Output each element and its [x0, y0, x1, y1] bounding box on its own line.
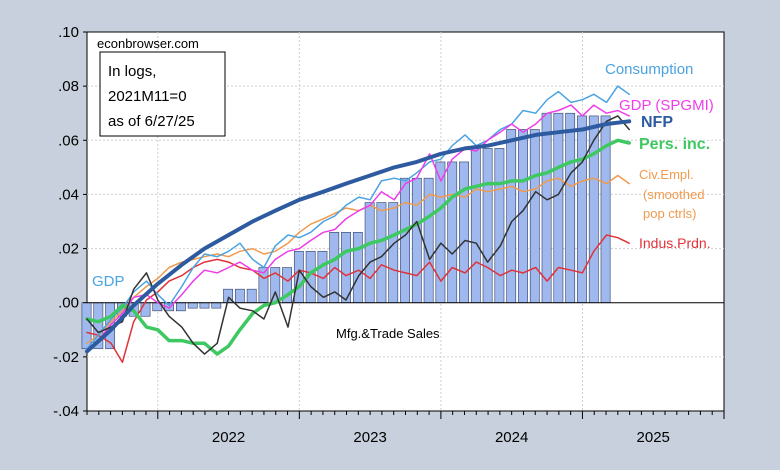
series-line-indus-prdn	[86, 234, 630, 364]
gdp-bar-8-2	[388, 202, 399, 304]
civ-empl-label-1: Civ.Empl.	[639, 167, 694, 182]
source-label: econbrowser.com	[97, 36, 199, 51]
gdp-bar-13-0	[541, 112, 552, 304]
gdp-bar-14-1	[588, 115, 599, 304]
series-lines	[85, 85, 632, 364]
gdp-bar-10-1	[447, 161, 458, 304]
y-tick-label-6: .08	[58, 78, 79, 95]
gdp-bar-8-0	[364, 202, 375, 304]
note-line-1: In logs,	[108, 63, 156, 80]
x-tick-label-1: 2023	[353, 429, 386, 446]
gdp-bar-4-2	[246, 288, 257, 304]
gdp-bar-2-2	[175, 302, 186, 312]
gdp-bar-1-2	[140, 302, 151, 317]
note-line-3: as of 6/27/25	[108, 113, 195, 130]
gdp-bar-3-0	[187, 302, 198, 309]
gdp-bar-4-1	[234, 288, 245, 304]
gdp-bar-7-2	[352, 232, 363, 304]
gdp-bar-6-0	[293, 250, 304, 304]
series-line-nfp	[85, 119, 632, 354]
y-tick-label-5: .06	[58, 132, 79, 149]
gdp-bar-11-2	[494, 148, 505, 304]
x-tick-label-2: 2024	[495, 429, 528, 446]
series-line-pers-inc	[85, 138, 631, 356]
series-line-mfg-trade-sales	[86, 115, 630, 355]
gdp-bar-14-0	[577, 115, 587, 304]
y-tick-label-1: -.02	[53, 349, 79, 366]
gdp-bar-13-1	[553, 112, 564, 304]
gdp-bar-9-1	[411, 177, 422, 304]
mfg-trade-label: Mfg.&Trade Sales	[336, 326, 440, 341]
gdp-bar-11-1	[482, 148, 493, 304]
gdp-bar-3-1	[199, 302, 210, 309]
gdp-bar-12-1	[518, 129, 528, 304]
gdp-spgmi-label: GDP (SPGMI)	[619, 97, 714, 114]
y-tick-label-7: .10	[58, 24, 79, 41]
gdp-bar-12-2	[529, 129, 540, 304]
indus-prdn-label: Indus.Prdn.	[639, 235, 711, 251]
gdp-bar-9-2	[423, 177, 434, 304]
gdp-bar-12-0	[506, 129, 517, 304]
gdp-bar-3-2	[211, 302, 222, 309]
pers-inc-label: Pers. inc.	[639, 136, 710, 153]
x-tick-label-0: 2022	[212, 429, 245, 446]
nfp-label: NFP	[641, 114, 673, 131]
x-tick-label-3: 2025	[637, 429, 670, 446]
x-axis: 2022 2023 2024 2025	[86, 411, 725, 446]
gdp-bar-7-1	[341, 232, 351, 304]
y-tick-label-3: .02	[58, 241, 79, 258]
gdp-label: GDP	[92, 273, 125, 290]
y-tick-label-0: -.04	[53, 403, 79, 420]
civ-empl-label-2: (smoothed	[643, 187, 704, 202]
y-tick-label-2: .00	[58, 295, 79, 312]
note-line-2: 2021M11=0	[108, 88, 187, 105]
note-box	[99, 51, 226, 137]
gdp-bar-11-0	[470, 148, 481, 304]
consumption-label: Consumption	[605, 61, 693, 78]
gdp-bar-9-0	[400, 177, 410, 304]
gdp-bar-13-2	[565, 112, 576, 304]
gdp-bar-10-2	[459, 161, 469, 304]
y-tick-label-4: .04	[58, 186, 79, 203]
y-axis: -.04 -.02 .00 .02 .04 .06 .08 .10	[53, 24, 87, 420]
civ-empl-label-3: pop ctrls)	[643, 206, 696, 221]
series-line-gdp-spgmi	[86, 104, 630, 353]
series-line-consumption	[86, 85, 630, 350]
